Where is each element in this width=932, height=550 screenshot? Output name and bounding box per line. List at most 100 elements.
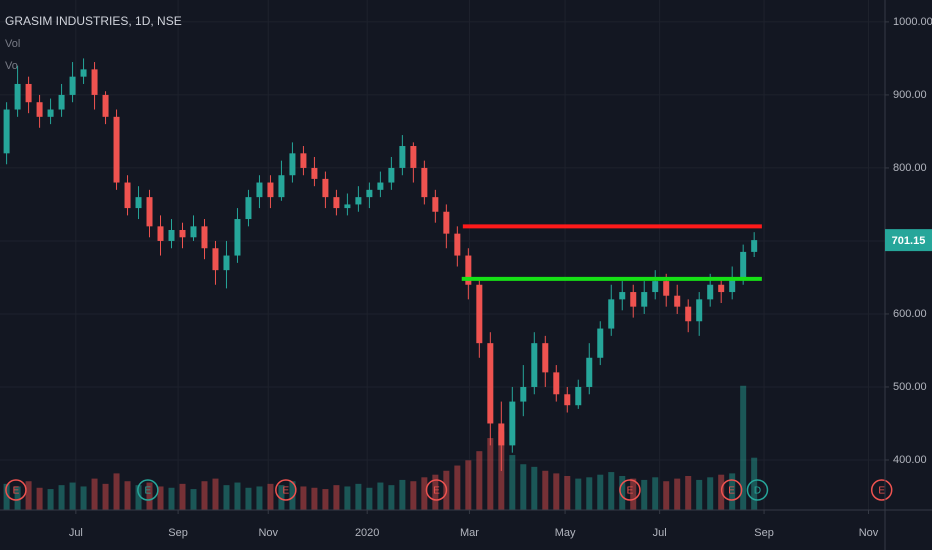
volume-bar: [344, 486, 351, 510]
candle-body: [531, 343, 538, 387]
grid: [0, 0, 885, 510]
x-tick-label: 2020: [355, 527, 379, 539]
candle-body: [245, 197, 252, 220]
candle-body: [190, 226, 197, 238]
event-marker: [5, 479, 27, 501]
candle-body: [597, 328, 604, 358]
volume-bar: [58, 485, 65, 510]
volume-bar: [168, 487, 175, 510]
volume-bar: [509, 455, 516, 510]
volume-bar: [751, 457, 758, 510]
candle-body: [168, 229, 175, 241]
candle-body: [740, 251, 747, 278]
volume-bar: [47, 489, 54, 510]
event-label: E: [627, 486, 634, 497]
x-tick-label: Jul: [653, 527, 667, 539]
volume-bar: [476, 451, 483, 510]
volume-bar: [135, 485, 142, 510]
volume-bar: [223, 485, 230, 510]
volume-bar: [674, 478, 681, 510]
event-label: E: [145, 486, 152, 497]
candle-body: [443, 211, 450, 234]
candle-body: [509, 401, 516, 446]
candle-body: [91, 69, 98, 95]
volume-bar: [124, 481, 131, 510]
candle-body: [641, 292, 648, 307]
volume-bar: [520, 464, 527, 510]
volume-bar: [311, 487, 318, 510]
x-tick-label: Mar: [460, 527, 479, 539]
candle-body: [366, 189, 373, 198]
candle-body: [487, 343, 494, 424]
volume-bar: [300, 486, 307, 510]
volume-bar: [322, 489, 329, 510]
y-tick-label: 1000.00: [893, 16, 932, 28]
candle-body: [410, 146, 417, 168]
candle-body: [201, 226, 208, 249]
volume-bar: [410, 481, 417, 510]
volume-bar: [234, 482, 241, 510]
volume-bar: [652, 477, 659, 510]
candle-body: [388, 167, 395, 183]
candle-body: [256, 182, 263, 198]
candle-body: [289, 153, 296, 176]
candle-body: [630, 292, 637, 307]
candle-body: [476, 284, 483, 344]
y-tick-label: 900.00: [893, 89, 927, 101]
event-marker: [425, 479, 448, 501]
volume-bar: [388, 485, 395, 510]
candle-body: [146, 197, 153, 227]
candle-body: [696, 299, 703, 322]
volume-bar: [146, 482, 153, 510]
candle-body: [80, 69, 87, 77]
volume-bar: [685, 476, 692, 510]
candle-body: [311, 167, 318, 179]
candle-body: [454, 233, 461, 256]
volume-bar: [113, 473, 120, 510]
y-tick-label: 400.00: [893, 454, 927, 466]
candle-body: [179, 229, 186, 238]
volume-bar: [729, 473, 736, 510]
candle-body: [399, 146, 406, 168]
volume-bar: [179, 483, 186, 510]
candle-body: [729, 277, 736, 293]
candle-body: [3, 109, 10, 154]
volume-bar: [586, 477, 593, 510]
candle-body: [102, 94, 109, 117]
candle-body: [344, 204, 351, 209]
volume-bar: [3, 483, 10, 510]
candle-body: [377, 182, 384, 190]
candle-body: [355, 197, 362, 205]
volume-bar: [399, 479, 406, 510]
candle-body: [542, 343, 549, 373]
candle-body: [223, 255, 230, 271]
candle-body: [157, 226, 164, 241]
volume-bar: [355, 483, 362, 510]
candle-body: [751, 240, 758, 252]
candle-body: [663, 281, 670, 296]
x-tick-label: May: [555, 527, 576, 539]
volume-bar: [575, 478, 582, 510]
volume-bar: [256, 486, 263, 510]
volume-bar: [663, 481, 670, 510]
volume-bar: [597, 474, 604, 510]
chart-title: GRASIM INDUSTRIES, 1D, NSE: [5, 14, 182, 28]
candle-body: [47, 109, 54, 117]
candle-body: [586, 357, 593, 387]
volume-bar: [190, 489, 197, 510]
candle-body: [36, 102, 43, 117]
event-label: D: [754, 486, 761, 497]
event-marker: [275, 479, 297, 501]
volume-bar: [366, 487, 373, 510]
volume-bar: [432, 474, 439, 510]
volume-bar: [531, 466, 538, 510]
volume-bar: [201, 481, 208, 510]
candle-body: [652, 281, 659, 293]
volume-bar: [421, 477, 428, 510]
volume-bar: [212, 478, 219, 510]
event-marker: [720, 479, 743, 501]
volume-bar: [641, 479, 648, 510]
candle-body: [553, 372, 560, 395]
candle-body: [267, 182, 274, 198]
